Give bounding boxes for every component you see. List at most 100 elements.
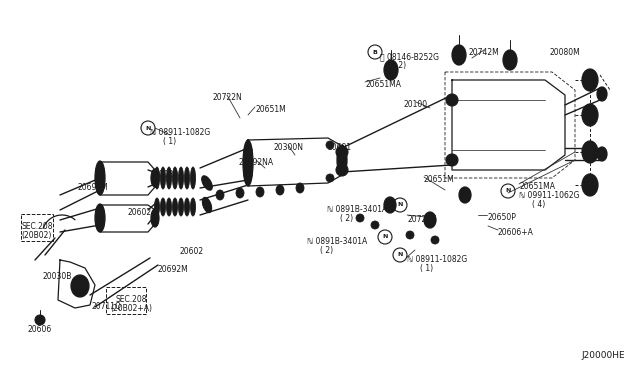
Ellipse shape: [256, 187, 264, 197]
Circle shape: [356, 214, 364, 222]
Ellipse shape: [582, 104, 598, 126]
Text: 20650P: 20650P: [487, 213, 516, 222]
Ellipse shape: [151, 209, 159, 227]
Ellipse shape: [582, 69, 598, 91]
Circle shape: [446, 154, 458, 166]
Ellipse shape: [166, 198, 172, 216]
Text: 20651M: 20651M: [424, 175, 455, 184]
Circle shape: [244, 146, 252, 154]
Ellipse shape: [154, 167, 159, 189]
Text: ( 1): ( 1): [420, 264, 433, 273]
Ellipse shape: [161, 198, 166, 216]
Ellipse shape: [184, 167, 189, 189]
Text: 20080M: 20080M: [549, 48, 580, 57]
Text: 20651MA: 20651MA: [519, 182, 555, 191]
Ellipse shape: [296, 183, 304, 193]
Ellipse shape: [173, 198, 177, 216]
Ellipse shape: [243, 140, 253, 186]
Text: ( 4): ( 4): [532, 200, 545, 209]
Text: (20B02+A): (20B02+A): [110, 304, 152, 313]
Circle shape: [431, 236, 439, 244]
Ellipse shape: [179, 198, 184, 216]
Ellipse shape: [202, 198, 212, 213]
Text: ℕ 0891B-3401A: ℕ 0891B-3401A: [327, 205, 387, 214]
Ellipse shape: [95, 204, 105, 232]
Circle shape: [446, 94, 458, 106]
Ellipse shape: [161, 167, 166, 189]
Text: 20100: 20100: [404, 100, 428, 109]
Text: ( 2): ( 2): [340, 214, 353, 223]
Text: ℕ 08911-1082G: ℕ 08911-1082G: [407, 255, 467, 264]
Ellipse shape: [582, 141, 598, 163]
Text: 20020: 20020: [155, 170, 179, 179]
Text: B: B: [372, 49, 378, 55]
Text: 20300N: 20300N: [273, 143, 303, 152]
Text: (20B02): (20B02): [22, 231, 52, 240]
Ellipse shape: [154, 198, 159, 216]
Ellipse shape: [384, 60, 398, 80]
Polygon shape: [100, 162, 155, 195]
Ellipse shape: [424, 212, 436, 228]
Ellipse shape: [276, 185, 284, 195]
Text: N: N: [382, 234, 388, 240]
Text: SEC.208: SEC.208: [21, 222, 52, 231]
Text: ℕ 08911-1082G: ℕ 08911-1082G: [150, 128, 211, 137]
Text: 20692NA: 20692NA: [239, 158, 273, 167]
Text: 20742M: 20742M: [468, 48, 499, 57]
Text: 20692M: 20692M: [157, 265, 188, 274]
Ellipse shape: [459, 187, 471, 203]
Text: SEC.208: SEC.208: [115, 295, 147, 304]
Text: 20606+A: 20606+A: [498, 228, 534, 237]
Text: ( 2): ( 2): [393, 61, 406, 70]
Ellipse shape: [173, 167, 177, 189]
Text: 20651M: 20651M: [255, 105, 285, 114]
Circle shape: [326, 141, 334, 149]
Text: ℕ 0891B-3401A: ℕ 0891B-3401A: [307, 237, 367, 246]
Circle shape: [336, 146, 348, 158]
Ellipse shape: [71, 275, 89, 297]
Ellipse shape: [452, 45, 466, 65]
Text: 20030B: 20030B: [42, 272, 72, 281]
Text: 20691: 20691: [328, 143, 352, 152]
Text: N: N: [506, 189, 511, 193]
Ellipse shape: [597, 147, 607, 161]
FancyBboxPatch shape: [21, 214, 53, 241]
Ellipse shape: [95, 161, 105, 195]
Polygon shape: [58, 260, 95, 308]
Circle shape: [326, 174, 334, 182]
Text: 20722N: 20722N: [212, 93, 242, 102]
Text: 20651MA: 20651MA: [365, 80, 401, 89]
Ellipse shape: [582, 174, 598, 196]
Ellipse shape: [202, 176, 212, 190]
Text: 20602: 20602: [128, 208, 152, 217]
Text: J20000HE: J20000HE: [581, 351, 625, 360]
Text: ℕ 09911-1062G: ℕ 09911-1062G: [519, 191, 579, 200]
FancyBboxPatch shape: [106, 287, 146, 314]
Circle shape: [336, 164, 348, 176]
Ellipse shape: [191, 198, 195, 216]
Text: ( 1): ( 1): [163, 137, 176, 146]
Ellipse shape: [179, 167, 184, 189]
Circle shape: [38, 318, 42, 322]
Text: N: N: [397, 253, 403, 257]
Text: N: N: [145, 125, 150, 131]
Ellipse shape: [597, 87, 607, 101]
Ellipse shape: [184, 198, 189, 216]
Text: ( 2): ( 2): [320, 246, 333, 255]
Text: 20722N: 20722N: [407, 215, 436, 224]
Ellipse shape: [337, 145, 347, 175]
Text: 20692M: 20692M: [77, 183, 108, 192]
Ellipse shape: [166, 167, 172, 189]
Text: 20606: 20606: [28, 325, 52, 334]
Ellipse shape: [191, 167, 195, 189]
Ellipse shape: [236, 188, 244, 198]
Ellipse shape: [503, 50, 517, 70]
Text: 20602: 20602: [180, 247, 204, 256]
Ellipse shape: [216, 190, 224, 200]
Circle shape: [244, 171, 252, 179]
Circle shape: [35, 315, 45, 325]
Circle shape: [371, 221, 379, 229]
Polygon shape: [248, 138, 342, 186]
Polygon shape: [100, 205, 155, 232]
Text: Ⓑ 08146-B252G: Ⓑ 08146-B252G: [380, 52, 439, 61]
